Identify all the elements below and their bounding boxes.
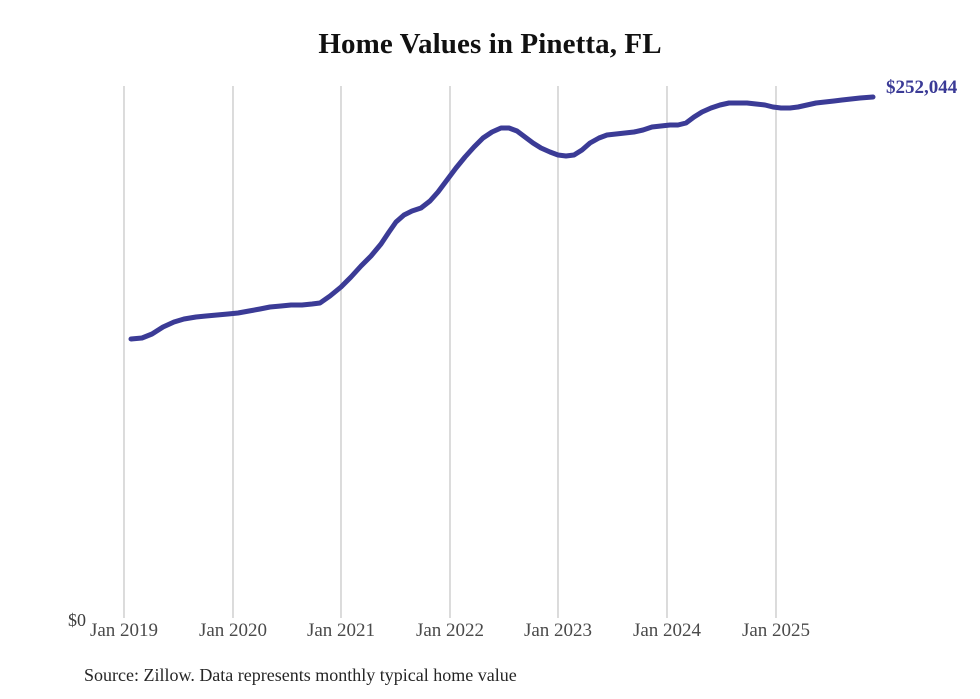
x-axis-tick-label: Jan 2020: [198, 620, 268, 641]
y-axis-zero-label: $0: [68, 610, 86, 630]
x-axis-tick-label: Jan 2019: [89, 620, 159, 641]
x-axis-tick-label: Jan 2022: [415, 620, 485, 641]
home-value-series-line: [128, 94, 876, 342]
x-axis-tick-label: Jan 2024: [632, 620, 702, 641]
x-axis-tick-label: Jan 2023: [523, 620, 593, 641]
chart-title: Home Values in Pinetta, FL: [318, 28, 662, 60]
end-value-annotation: $252,044: [886, 77, 958, 98]
x-axis-tick-label: Jan 2025: [741, 620, 811, 641]
gridlines-group: [123, 86, 777, 618]
x-axis-tick-label: Jan 2021: [306, 620, 376, 641]
source-note: Source: Zillow. Data represents monthly …: [84, 665, 517, 685]
